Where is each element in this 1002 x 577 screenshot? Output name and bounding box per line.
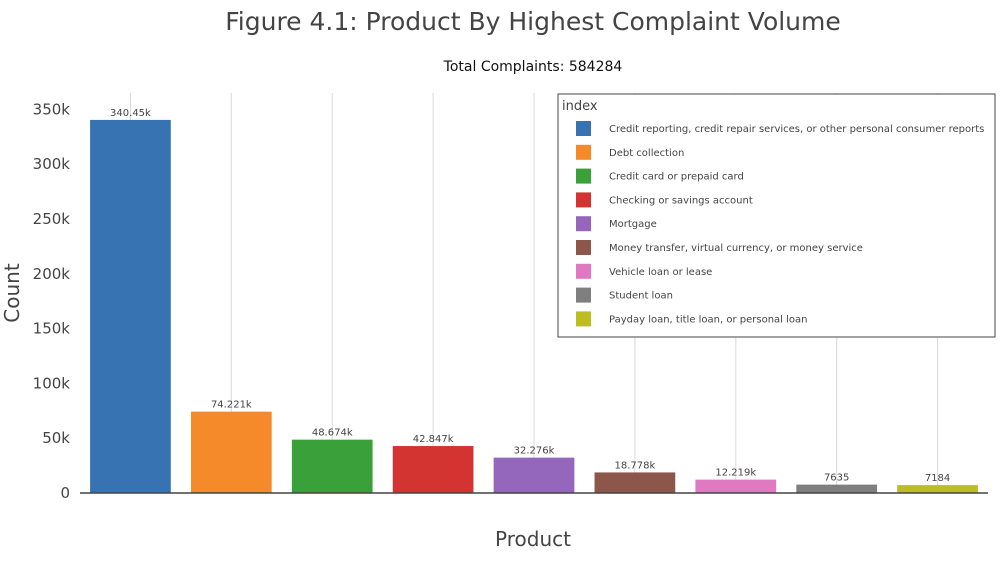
legend-title: index: [562, 99, 598, 114]
legend-swatch: [576, 121, 591, 136]
bar: [90, 119, 171, 493]
legend-label: Credit card or prepaid card: [609, 172, 744, 183]
bar: [291, 439, 373, 493]
legend-label: Checking or savings account: [609, 195, 753, 206]
legend-label: Payday loan, title loan, or personal loa…: [609, 314, 808, 325]
bar: [493, 457, 575, 493]
y-tick-label: 100k: [33, 374, 71, 392]
chart-title: Figure 4.1: Product By Highest Complaint…: [225, 7, 841, 36]
legend-swatch: [576, 240, 591, 255]
y-tick-label: 200k: [33, 265, 71, 283]
legend-label: Debt collection: [609, 148, 684, 159]
bar-value-label: 48.674k: [312, 428, 353, 439]
legend-swatch: [576, 168, 591, 184]
bar-value-label: 32.276k: [514, 446, 555, 457]
bar: [897, 485, 978, 493]
legend-items: Credit reporting, credit repair services…: [576, 121, 984, 327]
data-labels: 340.45k 74.221k 48.674k 42.847k 32.276k 18.77…: [110, 108, 950, 484]
bar-value-label: 42.847k: [413, 434, 454, 445]
legend-label: Student loan: [609, 291, 673, 302]
legend-swatch: [576, 311, 591, 327]
y-tick-label: 300k: [33, 155, 71, 173]
legend-label: Credit reporting, credit repair services…: [609, 124, 984, 135]
y-tick-label: 0: [60, 484, 70, 502]
bars: [90, 119, 978, 493]
legend-swatch: [576, 216, 591, 232]
bar-value-label: 7184: [925, 473, 950, 484]
y-tick-label: 350k: [33, 100, 71, 118]
legend-label: Vehicle loan or lease: [609, 267, 712, 278]
bar: [796, 484, 878, 493]
legend: index Credit reporting, credit repair se…: [557, 93, 996, 338]
y-axis-ticks: 0 50k 100k 150k 200k 250k 300k 350k: [33, 100, 71, 502]
bar-value-label: 340.45k: [110, 108, 151, 119]
bar-value-label: 7635: [824, 473, 849, 484]
legend-swatch: [576, 192, 591, 208]
bar-value-label: 12.219k: [715, 468, 756, 479]
bar: [392, 446, 474, 493]
legend-label: Mortgage: [609, 219, 657, 230]
bar: [190, 411, 272, 493]
legend-swatch: [576, 263, 591, 279]
x-axis-title: Product: [495, 527, 571, 551]
legend-label: Money transfer, virtual currency, or mon…: [609, 243, 863, 254]
legend-swatch: [576, 144, 591, 160]
bar-value-label: 74.221k: [211, 400, 252, 411]
y-tick-label: 150k: [33, 320, 71, 338]
bar: [695, 479, 777, 493]
y-tick-label: 250k: [33, 210, 71, 228]
legend-box: [557, 93, 996, 338]
y-axis-title: Count: [0, 263, 24, 323]
y-tick-label: 50k: [42, 429, 70, 447]
chart-subtitle: Total Complaints: 584284: [443, 59, 623, 75]
legend-swatch: [576, 287, 591, 303]
bar-value-label: 18.778k: [614, 460, 655, 471]
bar: [594, 472, 676, 493]
